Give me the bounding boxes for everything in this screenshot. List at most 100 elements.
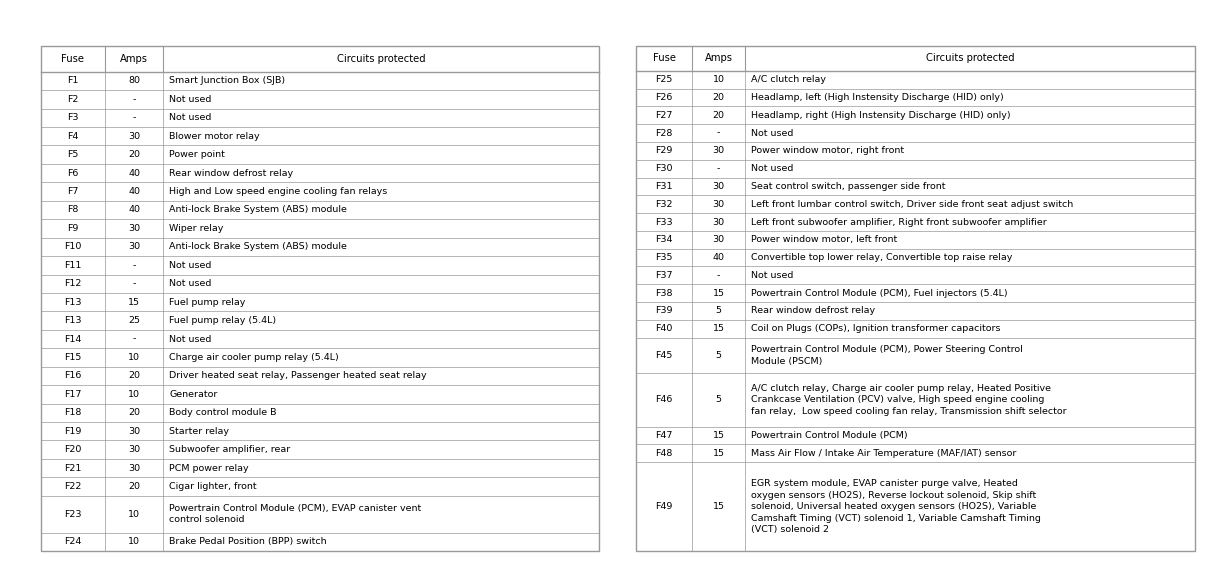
Text: F21: F21 [64, 464, 81, 472]
Text: 40: 40 [712, 253, 725, 262]
Text: Not used: Not used [750, 271, 793, 280]
Text: F49: F49 [656, 502, 673, 511]
Text: 5: 5 [716, 351, 722, 360]
Text: 30: 30 [128, 426, 140, 436]
Text: Not used: Not used [169, 113, 211, 122]
Text: 5: 5 [716, 395, 722, 404]
Text: F2: F2 [68, 95, 79, 104]
Text: Fuse: Fuse [652, 53, 675, 63]
Text: F46: F46 [656, 395, 673, 404]
Text: F7: F7 [68, 187, 79, 196]
Text: -: - [133, 261, 136, 270]
Text: 30: 30 [712, 146, 725, 156]
Text: Powertrain Control Module (PCM), Fuel injectors (5.4L): Powertrain Control Module (PCM), Fuel in… [750, 289, 1007, 298]
Text: -: - [133, 335, 136, 343]
Text: A/C clutch relay: A/C clutch relay [750, 75, 825, 84]
Text: Mass Air Flow / Intake Air Temperature (MAF/IAT) sensor: Mass Air Flow / Intake Air Temperature (… [750, 449, 1016, 457]
Text: F38: F38 [656, 289, 673, 298]
Text: F33: F33 [656, 218, 673, 227]
Text: Not used: Not used [169, 261, 211, 270]
Text: Anti-lock Brake System (ABS) module: Anti-lock Brake System (ABS) module [169, 242, 346, 251]
Text: 15: 15 [712, 431, 725, 440]
Text: 30: 30 [128, 224, 140, 233]
Text: F26: F26 [656, 93, 673, 102]
Text: F20: F20 [64, 445, 81, 454]
Text: F35: F35 [656, 253, 673, 262]
Text: F45: F45 [656, 351, 673, 360]
Text: F10: F10 [64, 242, 81, 251]
Text: 10: 10 [128, 537, 140, 546]
Text: 40: 40 [128, 187, 140, 196]
Text: F34: F34 [656, 235, 673, 245]
Text: 20: 20 [128, 371, 140, 381]
Text: F37: F37 [656, 271, 673, 280]
Text: F39: F39 [656, 307, 673, 316]
Text: Not used: Not used [750, 164, 793, 173]
Text: Left front subwoofer amplifier, Right front subwoofer amplifier: Left front subwoofer amplifier, Right fr… [750, 218, 1046, 227]
Text: F16: F16 [64, 371, 81, 381]
Text: Brake Pedal Position (BPP) switch: Brake Pedal Position (BPP) switch [169, 537, 327, 546]
Text: 30: 30 [712, 200, 725, 209]
Text: Rear window defrost relay: Rear window defrost relay [169, 169, 293, 177]
Text: Headlamp, right (High Instensity Discharge (HID) only): Headlamp, right (High Instensity Dischar… [750, 111, 1011, 120]
Text: 20: 20 [128, 150, 140, 159]
Text: F48: F48 [656, 449, 673, 457]
Text: Starter relay: Starter relay [169, 426, 230, 436]
Text: A/C clutch relay, Charge air cooler pump relay, Heated Positive
Crankcase Ventil: A/C clutch relay, Charge air cooler pump… [750, 384, 1066, 416]
Text: F27: F27 [656, 111, 673, 120]
Text: 30: 30 [712, 218, 725, 227]
Text: -: - [717, 164, 720, 173]
Text: F13: F13 [64, 316, 81, 325]
Text: Generator: Generator [169, 390, 217, 399]
Text: 80: 80 [128, 76, 140, 86]
Text: Coil on Plugs (COPs), Ignition transformer capacitors: Coil on Plugs (COPs), Ignition transform… [750, 324, 1000, 333]
Text: 40: 40 [128, 169, 140, 177]
Text: Anti-lock Brake System (ABS) module: Anti-lock Brake System (ABS) module [169, 205, 346, 215]
Text: Amps: Amps [120, 54, 149, 64]
Text: Not used: Not used [750, 129, 793, 138]
Text: Power window motor, left front: Power window motor, left front [750, 235, 896, 245]
Text: High and Low speed engine cooling fan relays: High and Low speed engine cooling fan re… [169, 187, 387, 196]
Text: F31: F31 [656, 182, 673, 191]
Text: 10: 10 [128, 353, 140, 362]
Text: F12: F12 [64, 279, 81, 288]
Text: F47: F47 [656, 431, 673, 440]
Text: Fuel pump relay (5.4L): Fuel pump relay (5.4L) [169, 316, 276, 325]
Text: 5: 5 [716, 307, 722, 316]
Text: Fuel pump relay: Fuel pump relay [169, 298, 246, 307]
Text: F17: F17 [64, 390, 81, 399]
Text: F40: F40 [656, 324, 673, 333]
Text: F18: F18 [64, 408, 81, 417]
Text: Powertrain Control Module (PCM), EVAP canister vent
control solenoid: Powertrain Control Module (PCM), EVAP ca… [169, 504, 421, 525]
Text: Fuse: Fuse [61, 54, 85, 64]
Text: F30: F30 [656, 164, 673, 173]
Text: 20: 20 [128, 482, 140, 491]
Text: 30: 30 [128, 445, 140, 454]
Text: 15: 15 [712, 502, 725, 511]
Text: 40: 40 [128, 205, 140, 215]
Text: F6: F6 [68, 169, 79, 177]
Text: F8: F8 [68, 205, 79, 215]
Text: 15: 15 [712, 324, 725, 333]
Text: 20: 20 [128, 408, 140, 417]
Text: Seat control switch, passenger side front: Seat control switch, passenger side fron… [750, 182, 946, 191]
Text: F29: F29 [656, 146, 673, 156]
Text: F19: F19 [64, 426, 81, 436]
Text: Convertible top lower relay, Convertible top raise relay: Convertible top lower relay, Convertible… [750, 253, 1012, 262]
Text: Power window motor, right front: Power window motor, right front [750, 146, 904, 156]
Text: Subwoofer amplifier, rear: Subwoofer amplifier, rear [169, 445, 290, 454]
Text: Not used: Not used [169, 335, 211, 343]
Text: F1: F1 [68, 76, 79, 86]
Text: F15: F15 [64, 353, 81, 362]
Text: 10: 10 [128, 510, 140, 519]
Text: Rear window defrost relay: Rear window defrost relay [750, 307, 874, 316]
Text: 25: 25 [128, 316, 140, 325]
Text: F11: F11 [64, 261, 81, 270]
Text: F32: F32 [656, 200, 673, 209]
Text: Smart Junction Box (SJB): Smart Junction Box (SJB) [169, 76, 285, 86]
Text: F22: F22 [64, 482, 81, 491]
Text: Powertrain Control Module (PCM), Power Steering Control
Module (PSCM): Powertrain Control Module (PCM), Power S… [750, 345, 1023, 366]
Text: Wiper relay: Wiper relay [169, 224, 223, 233]
Text: Blower motor relay: Blower motor relay [169, 132, 259, 141]
Text: 30: 30 [128, 132, 140, 141]
